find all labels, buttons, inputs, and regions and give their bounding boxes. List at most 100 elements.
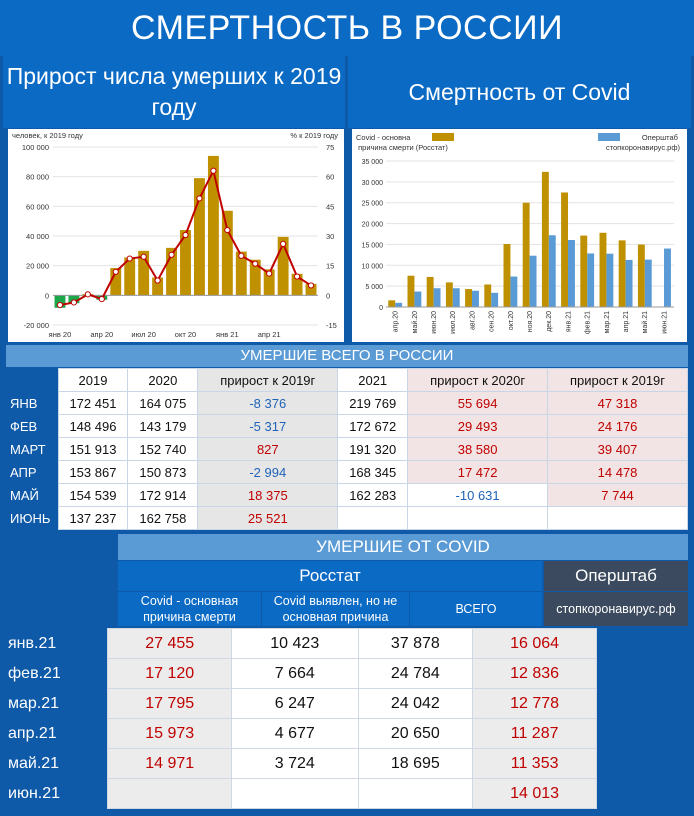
row-pad <box>596 748 694 779</box>
bar-rosstat <box>541 171 549 307</box>
percent-point <box>280 240 287 248</box>
cell-not-main-cause: 4 677 <box>230 718 359 749</box>
bar <box>138 250 150 296</box>
deaths-table-title: УМЕРШИЕ ВСЕГО В РОССИИ <box>6 345 688 367</box>
percent-point <box>154 277 161 284</box>
y-tick-label: 35 000 <box>362 159 384 166</box>
row-label: ЯНВ <box>6 391 58 415</box>
percent-point <box>196 195 203 202</box>
bar <box>277 236 289 296</box>
legend-swatch-rosstat <box>432 133 454 141</box>
page-title: СМЕРТНОСТЬ В РОССИИ <box>0 0 694 56</box>
x-tick-label: янв 21 <box>216 330 239 339</box>
col-growth-2020: прирост к 2019г <box>197 368 339 392</box>
bar <box>291 273 303 296</box>
bar-rosstat <box>407 275 415 307</box>
percent-point <box>307 282 315 289</box>
bar-opershtab <box>625 259 633 307</box>
legend-swatch-opershtab <box>598 133 620 141</box>
y2-tick-label: 15 <box>326 262 334 271</box>
x-tick-label: апр 21 <box>258 330 281 339</box>
cell-growth-2021-2020: 55 694 <box>407 391 549 415</box>
row-pad <box>596 658 694 689</box>
bar-rosstat <box>388 300 396 307</box>
cell-total <box>357 778 473 809</box>
deaths-row: АПР 153 867 150 873 -2 994 168 345 17 472 14 4… <box>6 460 688 484</box>
covid-row: июн.21 14 013 <box>0 778 694 809</box>
cell-not-main-cause: 7 664 <box>230 658 359 689</box>
x-tick-label: янв 20 <box>49 330 72 339</box>
row-label: МАЙ <box>6 483 58 507</box>
bar-rosstat <box>503 244 511 307</box>
bar <box>249 259 261 296</box>
deaths-table-header-row: 2019 2020 прирост к 2019г 2021 прирост к… <box>6 368 688 392</box>
row-pad <box>596 628 694 659</box>
bar-opershtab <box>548 235 556 307</box>
x-tick-label: май.21 <box>641 311 649 333</box>
cell-growth-2021-2020: 17 472 <box>407 460 549 484</box>
y2-tick-label: -15 <box>326 321 337 330</box>
col-growth-2021-2019: прирост к 2019г <box>547 368 688 392</box>
col-site: стопкоронавирус.рф <box>544 592 688 626</box>
cell-main-cause: 17 795 <box>107 688 232 719</box>
percent-point <box>293 273 301 280</box>
percent-point <box>126 255 133 262</box>
covid-deaths-chart: Covid - основна причина смерти (Росстат)… <box>356 133 681 334</box>
y-tick-label: 20 000 <box>26 262 49 271</box>
x-tick-label: июн.21 <box>661 311 668 334</box>
covid-row: апр.21 15 973 4 677 20 650 11 287 <box>0 718 694 749</box>
y-tick-label: -20 000 <box>24 321 49 330</box>
cell-main-cause <box>107 778 232 809</box>
x-tick-label: апр.21 <box>623 311 630 332</box>
percent-point <box>224 226 231 234</box>
y-tick-label: 80 000 <box>26 173 49 182</box>
opershtab-group-header: Оперштаб <box>544 561 688 591</box>
covid-row: май.21 14 971 3 724 18 695 11 353 <box>0 748 694 779</box>
cell-total: 20 650 <box>357 718 473 749</box>
row-label: фев.21 <box>0 658 108 689</box>
bar-opershtab <box>452 288 460 307</box>
cell-2020: 150 873 <box>127 460 199 484</box>
percent-point <box>210 167 217 174</box>
row-label: мар.21 <box>0 688 108 719</box>
col-main-cause: Covid - основная причина смерти <box>118 592 261 626</box>
cell-site: 12 836 <box>471 658 598 689</box>
cell-growth-2020: 18 375 <box>197 483 339 507</box>
covid-table: янв.21 27 455 10 423 37 878 16 064 фев.21 17 1… <box>0 628 694 809</box>
cell-growth-2020: 25 521 <box>197 506 339 530</box>
bar-opershtab <box>491 292 499 307</box>
deaths-table: 2019 2020 прирост к 2019г 2021 прирост к… <box>6 368 688 530</box>
cell-not-main-cause: 6 247 <box>230 688 359 719</box>
bar <box>68 295 80 304</box>
percent-point <box>266 270 273 277</box>
cell-2020: 164 075 <box>127 391 199 415</box>
y2-tick-label: 0 <box>326 291 330 300</box>
bar <box>235 251 247 296</box>
deaths-row: ИЮНЬ 137 237 162 758 25 521 <box>6 506 688 530</box>
cell-not-main-cause <box>230 778 359 809</box>
percent-point <box>56 301 64 309</box>
bar-rosstat <box>445 282 453 307</box>
row-label: апр.21 <box>0 718 108 749</box>
cell-growth-2021-2019: 7 744 <box>547 483 688 507</box>
y2-tick-label: 45 <box>326 202 334 211</box>
col-2021: 2021 <box>337 368 409 392</box>
cell-2020: 172 914 <box>127 483 199 507</box>
bar <box>110 268 122 296</box>
y2-tick-label: 60 <box>326 173 334 182</box>
cell-2019: 151 913 <box>57 437 129 461</box>
legend-opershtab: Оперштаб стопкоронавирус.рф) <box>606 133 681 152</box>
cell-site: 14 013 <box>471 778 598 809</box>
cell-2021: 172 672 <box>337 414 409 438</box>
cell-2021: 168 345 <box>337 460 409 484</box>
cell-growth-2021-2020 <box>407 506 549 530</box>
bar <box>263 269 275 296</box>
bar <box>180 230 191 296</box>
left-panel-header: Прирост числа умерших к 2019 году <box>3 56 345 128</box>
bar-rosstat <box>561 192 569 307</box>
percent-point <box>252 260 259 267</box>
cell-2020: 152 740 <box>127 437 199 461</box>
y-tick-label: 0 <box>45 291 49 300</box>
excess-deaths-chart: человек, к 2019 году % к 2019 году 100 000… <box>12 131 338 339</box>
bar <box>152 277 164 296</box>
